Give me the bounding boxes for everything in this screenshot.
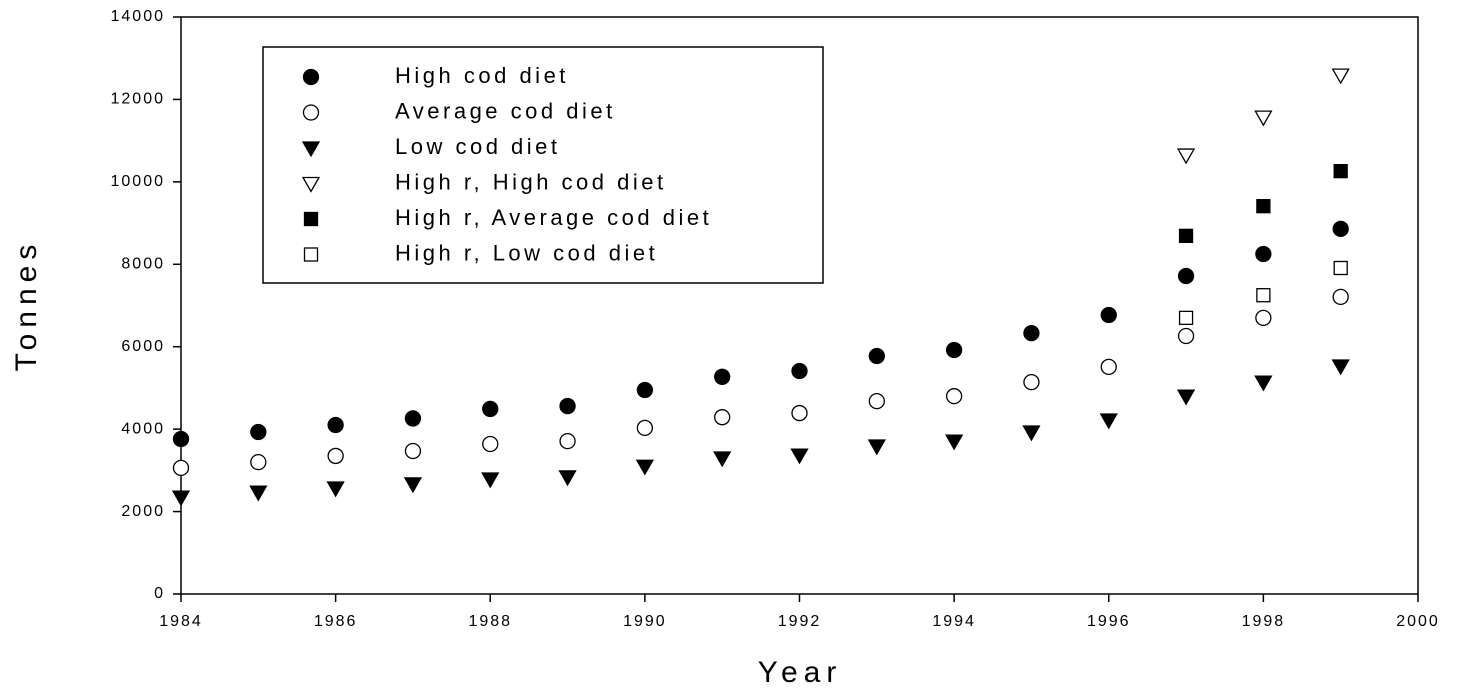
point xyxy=(867,439,886,456)
point xyxy=(713,451,732,468)
point xyxy=(1178,310,1194,326)
point xyxy=(172,459,190,477)
legend-label: High r, High cod diet xyxy=(395,169,667,194)
x-tick-label: 1990 xyxy=(623,613,667,630)
x-tick-label: 1986 xyxy=(314,613,358,630)
point xyxy=(1254,110,1273,127)
point xyxy=(1178,228,1194,243)
legend-marker xyxy=(303,211,319,227)
point xyxy=(327,447,344,465)
point xyxy=(1332,220,1349,237)
point xyxy=(172,430,190,448)
point xyxy=(1100,306,1117,324)
y-tick-label: 10000 xyxy=(111,173,166,190)
point xyxy=(404,410,422,427)
point xyxy=(945,341,963,359)
point xyxy=(791,404,808,422)
x-tick-label: 1984 xyxy=(159,613,203,630)
point xyxy=(1254,375,1273,392)
legend-label: High r, Average cod diet xyxy=(395,205,712,230)
point xyxy=(1176,389,1196,406)
point xyxy=(1255,309,1272,327)
legend-marker xyxy=(301,141,321,158)
point xyxy=(482,400,499,418)
point xyxy=(714,409,731,426)
y-tick-label: 0 xyxy=(154,585,165,602)
point xyxy=(559,397,576,415)
point xyxy=(790,448,809,465)
point xyxy=(1333,163,1348,179)
legend-label: Average cod diet xyxy=(395,98,616,123)
point xyxy=(1177,267,1195,285)
legend-label: High cod diet xyxy=(395,63,569,88)
point xyxy=(250,453,267,471)
point xyxy=(1331,68,1350,85)
point xyxy=(482,435,499,453)
point xyxy=(791,362,808,380)
point xyxy=(868,392,885,410)
point xyxy=(558,470,577,487)
point xyxy=(1022,425,1041,442)
point xyxy=(403,477,423,494)
legend-marker xyxy=(302,68,320,86)
point xyxy=(945,388,963,405)
point xyxy=(1333,260,1348,276)
point xyxy=(868,347,885,365)
point xyxy=(1177,327,1195,345)
y-tick-label: 14000 xyxy=(111,8,166,25)
legend-marker xyxy=(303,247,319,262)
point xyxy=(636,419,654,437)
point xyxy=(1331,359,1350,376)
x-tick-label: 1998 xyxy=(1242,613,1286,630)
y-tick-label: 8000 xyxy=(121,256,165,273)
point xyxy=(1099,413,1118,430)
legend-label: Low cod diet xyxy=(395,134,561,159)
y-tick-label: 6000 xyxy=(121,338,165,355)
y-tick-label: 4000 xyxy=(121,420,165,437)
x-tick-label: 1988 xyxy=(468,613,512,630)
x-tick-label: 1992 xyxy=(778,613,822,630)
legend-marker xyxy=(302,104,320,121)
y-axis-title: Tonnes xyxy=(10,239,43,372)
point xyxy=(171,490,191,507)
y-tick-label: 12000 xyxy=(111,91,166,108)
point xyxy=(326,481,345,498)
x-tick-label: 2000 xyxy=(1396,613,1440,630)
point xyxy=(404,442,422,460)
point xyxy=(250,423,267,441)
point xyxy=(714,368,731,385)
point xyxy=(1332,288,1349,305)
point xyxy=(1256,199,1271,214)
x-tick-label: 1996 xyxy=(1087,613,1131,630)
legend-marker xyxy=(301,176,321,193)
point xyxy=(635,459,654,476)
x-tick-label: 1994 xyxy=(932,613,976,630)
legend-box xyxy=(262,46,824,284)
point xyxy=(1023,374,1040,391)
point xyxy=(1023,324,1040,342)
point xyxy=(327,416,344,434)
point xyxy=(945,434,964,451)
point xyxy=(249,485,268,502)
point xyxy=(559,432,576,450)
point xyxy=(1100,358,1117,376)
y-tick-label: 2000 xyxy=(121,503,165,520)
point xyxy=(636,381,654,399)
point xyxy=(1256,288,1271,303)
x-axis-title: Year xyxy=(758,656,843,689)
legend-label: High r, Low cod diet xyxy=(395,240,658,265)
point xyxy=(1176,148,1196,165)
point xyxy=(481,472,500,489)
point xyxy=(1255,245,1272,263)
